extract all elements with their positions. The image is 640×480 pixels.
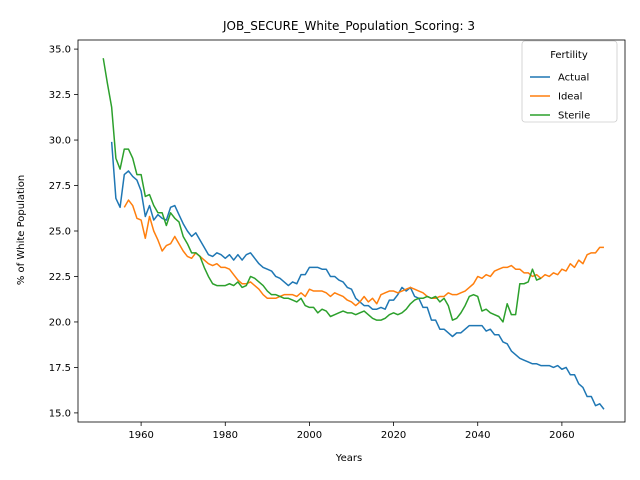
y-tick-label: 22.5 xyxy=(49,272,71,283)
chart-title: JOB_SECURE_White_Population_Scoring: 3 xyxy=(222,19,475,33)
x-tick-label: 2060 xyxy=(549,430,574,441)
y-axis-label: % of White Population xyxy=(16,175,27,285)
y-axis: 15.0 17.5 20.0 22.5 25.0 27.5 30.0 32.5 35.0 xyxy=(49,45,78,419)
x-tick-label: 1980 xyxy=(213,430,238,441)
series-line-ideal xyxy=(123,199,604,307)
series-line-sterile xyxy=(102,58,542,323)
y-tick-label: 20.0 xyxy=(49,317,71,328)
y-tick-label: 27.5 xyxy=(49,181,71,192)
legend-box xyxy=(521,40,618,123)
legend: Fertility Actual Ideal Sterile xyxy=(521,40,618,123)
y-tick-label: 32.5 xyxy=(49,90,71,101)
x-tick-label: 2040 xyxy=(465,430,490,441)
legend-label-sterile: Sterile xyxy=(558,111,590,122)
plot-series-group xyxy=(102,58,605,410)
legend-title: Fertility xyxy=(550,50,588,61)
y-tick-label: 35.0 xyxy=(49,45,71,56)
x-tick-label: 2020 xyxy=(381,430,406,441)
legend-label-ideal: Ideal xyxy=(558,92,582,103)
legend-label-actual: Actual xyxy=(558,73,589,84)
x-tick-label: 2000 xyxy=(297,430,322,441)
x-tick-label: 1960 xyxy=(128,430,153,441)
y-tick-label: 17.5 xyxy=(49,363,71,374)
y-tick-label: 30.0 xyxy=(49,136,71,147)
y-tick-label: 25.0 xyxy=(49,227,71,238)
series-line-actual xyxy=(110,141,605,410)
y-tick-label: 15.0 xyxy=(49,408,71,419)
x-axis-label: Years xyxy=(335,453,362,464)
x-axis: 1960 1980 2000 2020 2040 2060 xyxy=(128,422,575,441)
